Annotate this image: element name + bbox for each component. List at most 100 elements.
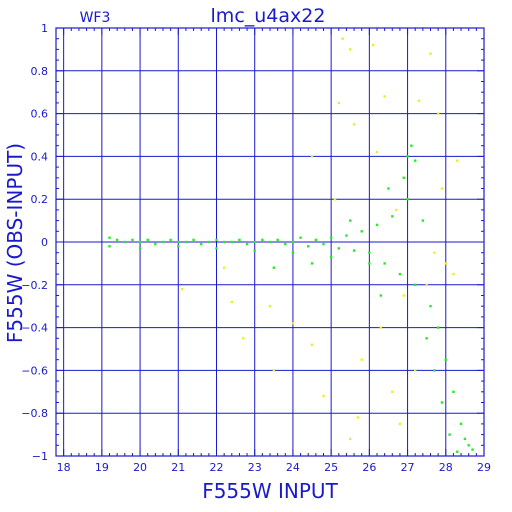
green-data-point: [123, 240, 126, 244]
green-data-point: [383, 262, 386, 265]
yellow-data-point: [356, 416, 360, 419]
x-tick-label: 28: [439, 461, 453, 474]
yellow-data-point: [349, 48, 352, 51]
green-data-point: [463, 437, 467, 441]
green-data-point: [245, 242, 249, 246]
x-tick-label: 24: [286, 461, 300, 474]
yellow-data-point: [383, 95, 386, 98]
x-axis-label: F555W INPUT: [202, 479, 338, 503]
green-data-point: [268, 240, 272, 244]
green-data-point: [146, 238, 149, 242]
green-data-point: [253, 249, 256, 252]
y-axis-ticks: −1 −0.8 −0.6 −0.4 −0.2 0 0.2 0.4 0.6 0.8 1: [21, 22, 484, 463]
x-tick-label: 22: [210, 461, 224, 474]
yellow-data-point: [341, 37, 344, 40]
y-axis-label: F555W (OBS-INPUT): [3, 143, 27, 343]
yellow-data-point: [371, 43, 375, 47]
yellow-data-point: [268, 305, 272, 308]
yellow-data-point: [436, 112, 440, 115]
yellow-data-point: [333, 198, 337, 201]
green-data-point: [115, 238, 119, 242]
green-data-point: [467, 444, 470, 447]
green-data-point: [108, 236, 111, 239]
green-data-point: [238, 238, 241, 242]
green-data-point: [291, 240, 295, 244]
y-tick-label: −0.4: [21, 322, 48, 335]
yellow-data-point: [444, 262, 447, 265]
green-data-point: [138, 240, 142, 244]
green-data-point: [368, 262, 371, 265]
green-data-point: [322, 242, 325, 246]
green-data-point: [154, 242, 157, 246]
green-data-point: [414, 159, 417, 162]
green-data-point: [448, 433, 451, 436]
green-data-point: [215, 238, 218, 242]
green-data-point: [433, 369, 436, 372]
green-data-point: [161, 240, 165, 244]
yellow-data-point: [398, 422, 402, 426]
yellow-data-point: [440, 187, 444, 190]
green-data-point: [314, 238, 318, 242]
green-data-point: [138, 247, 142, 250]
green-data-point: [421, 219, 425, 222]
green-data-point: [471, 448, 474, 451]
green-data-point: [307, 245, 310, 248]
green-data-point: [230, 240, 233, 244]
green-data-point: [368, 251, 371, 254]
yellow-data-point: [180, 287, 184, 291]
green-data-point: [291, 251, 295, 254]
green-data-point: [310, 262, 314, 265]
green-data-point: [329, 255, 333, 259]
panel-label: WF3: [80, 10, 111, 26]
yellow-data-point: [310, 343, 314, 346]
green-data-point: [177, 245, 180, 248]
green-data-point: [402, 176, 405, 179]
green-data-point: [410, 144, 413, 147]
y-tick-label: 0.8: [31, 65, 49, 78]
yellow-data-point: [379, 326, 383, 329]
x-tick-label: 29: [477, 461, 491, 474]
yellow-data-point: [222, 266, 226, 269]
yellow-data-point: [230, 300, 233, 304]
yellow-data-point: [429, 52, 432, 55]
x-axis-ticks: 18 19 20 21 22 23 24 25 26 27 28 29: [57, 28, 491, 474]
yellow-data-point: [456, 159, 459, 162]
green-data-point: [360, 230, 363, 233]
green-data-point: [192, 238, 195, 242]
green-data-point: [261, 238, 264, 242]
yellow-data-point: [452, 272, 455, 276]
x-tick-label: 18: [57, 461, 71, 474]
x-tick-label: 21: [171, 461, 185, 474]
yellow-data-point: [291, 322, 295, 325]
y-tick-label: −1: [32, 450, 48, 463]
y-tick-label: 0.2: [31, 193, 49, 206]
green-data-point: [349, 219, 352, 222]
green-data-point: [131, 238, 134, 242]
yellow-data-point: [242, 337, 245, 340]
y-tick-label: −0.2: [21, 279, 48, 292]
yellow-data-point: [349, 437, 352, 441]
green-data-point: [200, 242, 203, 246]
y-tick-label: 0.6: [31, 108, 49, 121]
y-tick-label: 0: [41, 236, 48, 249]
green-data-point: [379, 294, 383, 297]
green-data-point: [391, 215, 394, 218]
green-data-point: [108, 245, 111, 248]
x-tick-label: 19: [95, 461, 109, 474]
green-data-point: [284, 242, 287, 246]
yellow-data-point: [391, 390, 394, 393]
yellow-data-point: [433, 251, 436, 254]
y-tick-label: −0.8: [21, 407, 48, 420]
x-tick-label: 27: [401, 461, 415, 474]
x-tick-label: 20: [133, 461, 147, 474]
green-data-point: [345, 234, 348, 237]
green-data-point: [215, 247, 218, 250]
green-data-point: [406, 198, 409, 201]
green-data-point: [414, 283, 417, 286]
green-data-point: [169, 238, 172, 242]
yellow-data-point: [352, 123, 356, 126]
green-data-point: [459, 422, 463, 426]
green-data-point: [276, 238, 279, 242]
green-data-point: [387, 187, 390, 190]
